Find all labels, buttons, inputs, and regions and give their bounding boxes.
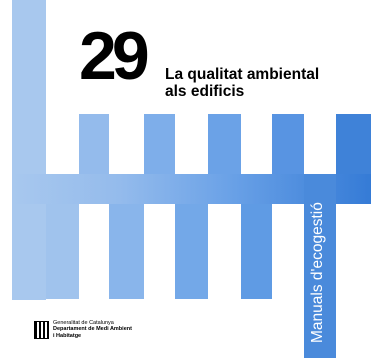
generalitat-logo-icon [34,321,49,339]
book-title-line-1: La qualitat ambiental [165,66,320,83]
cover-block-upper [79,114,109,174]
manual-number: 29 [79,18,150,94]
cover-block-lower [109,204,144,299]
cover-block-upper [144,114,175,174]
publisher-logo: Generalitat de Catalunya Departament de … [34,319,164,345]
cover-block-lower [175,204,208,299]
series-name: Manuals d'ecogestió [309,202,326,343]
book-title-line-2: als edificis [165,83,245,100]
cover-block-upper [336,114,371,174]
cover-block-upper [208,114,241,174]
book-title: La qualitat ambiental als edificis [165,66,319,100]
publisher-line-3: i Habitatge [53,332,82,339]
cover-block-lower [46,204,79,299]
cover-block-lower [241,204,272,299]
publisher-text: Generalitat de Catalunya Departament de … [53,320,132,339]
cover-block-upper [272,114,304,174]
title-panel [46,14,371,114]
cover-stripe-right [304,174,336,358]
cover-stripe-left [12,0,46,300]
publisher-line-1: Generalitat de Catalunya [53,320,114,326]
publisher-line-2: Departament de Medi Ambient [53,326,132,333]
